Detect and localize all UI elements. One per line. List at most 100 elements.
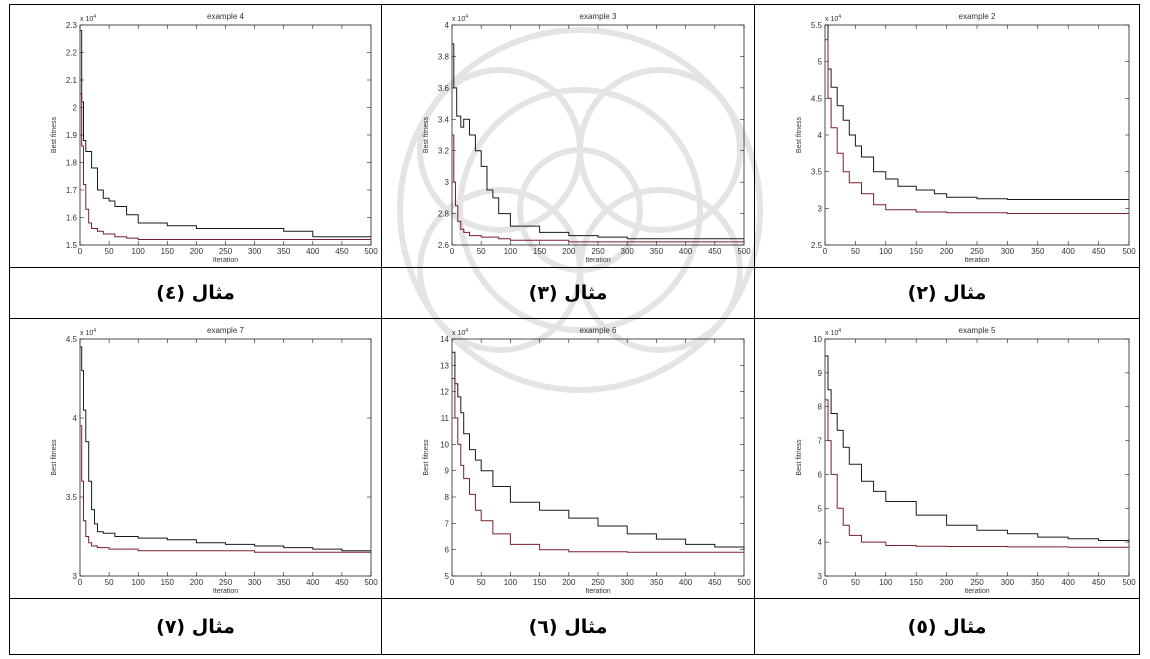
y-tick-label: 6 [818,470,823,479]
x-tick-label: 450 [335,578,349,587]
chart-title: example 5 [959,326,996,335]
series-line-1 [452,351,745,550]
series-line-2 [452,134,744,243]
x-tick-label: 350 [650,247,664,256]
y-tick-label: 5.5 [811,21,823,30]
x-tick-label: 400 [679,578,693,587]
x-tick-label: 200 [562,578,576,587]
y-tick-label: 3 [73,572,78,581]
y-tick-label: 7 [818,437,823,446]
y-tick-label: 13 [440,361,449,370]
x-tick-label: 450 [708,578,722,587]
y-tick-label: 3 [818,204,823,213]
x-axis-label: Iteration [585,257,610,264]
caption-example-7: مثال (٧) [156,615,235,638]
x-tick-label: 150 [910,578,924,587]
x-tick-label: 400 [679,247,693,256]
x-tick-label: 400 [306,578,320,587]
x-tick-label: 150 [161,578,175,587]
y-tick-label: 3 [445,178,450,187]
x-tick-label: 300 [621,578,635,587]
x-tick-label: 400 [306,247,320,256]
y-axis-label: Best fitness [423,439,430,476]
x-tick-label: 100 [504,578,518,587]
y-tick-label: 1.6 [66,214,78,223]
x-tick-label: 200 [562,247,576,256]
x-tick-label: 150 [910,247,924,256]
x-tick-label: 450 [1092,578,1106,587]
x-tick-label: 500 [364,578,378,587]
x-tick-label: 450 [708,247,722,256]
x-tick-label: 250 [970,247,984,256]
x-tick-label: 350 [277,247,291,256]
y-tick-label: 4 [445,21,450,30]
series-line-2 [825,399,1129,548]
y-tick-label: 5 [818,504,823,513]
x-tick-label: 300 [248,247,262,256]
caption-example-6: مثال (٦) [528,615,608,638]
y-tick-label: 2.5 [811,241,823,250]
series-line-1 [825,355,1130,543]
y-tick-label: 2 [73,104,78,113]
x-axis-label: Iteration [585,588,610,595]
axis-exponent: x 104 [825,14,841,23]
y-tick-label: 7 [445,519,450,528]
y-tick-label: 10 [440,440,449,449]
x-tick-label: 150 [533,578,547,587]
x-tick-label: 500 [364,247,378,256]
x-tick-label: 100 [504,247,518,256]
x-tick-label: 500 [737,247,751,256]
x-tick-label: 100 [879,247,893,256]
border-row1-plot [9,267,1140,268]
series-line-2 [825,39,1129,214]
border-row1-caption [9,318,1140,319]
x-tick-label: 450 [335,247,349,256]
y-tick-label: 3.6 [438,84,450,93]
y-tick-label: 2.1 [66,76,78,85]
x-tick-label: 500 [1122,247,1136,256]
x-tick-label: 500 [737,578,751,587]
y-tick-label: 11 [441,414,450,423]
x-tick-label: 300 [621,247,635,256]
y-tick-label: 14 [440,335,449,344]
x-axis-label: Iteration [964,257,989,264]
series-line-2 [452,378,744,553]
y-tick-label: 12 [440,388,449,397]
x-tick-label: 150 [161,247,175,256]
y-tick-label: 5 [818,58,823,67]
y-tick-label: 4 [818,538,823,547]
axis-exponent: x 104 [825,328,841,337]
border-top [9,4,1140,5]
x-tick-label: 0 [78,578,83,587]
y-tick-label: 2.2 [66,49,78,58]
y-tick-label: 3.8 [438,52,450,61]
x-tick-label: 50 [477,247,486,256]
y-tick-label: 1.5 [66,241,78,250]
chart-title: example 3 [580,12,617,21]
x-tick-label: 100 [132,578,146,587]
y-tick-label: 3.2 [438,147,450,156]
y-tick-label: 3.4 [438,115,450,124]
x-tick-label: 200 [940,578,954,587]
axis-exponent: x 104 [80,328,96,337]
x-tick-label: 100 [132,247,146,256]
chart-title: example 2 [959,12,996,21]
x-tick-label: 450 [1092,247,1106,256]
x-axis-label: Iteration [213,588,238,595]
series-line-2 [80,93,371,240]
x-axis-label: Iteration [964,588,989,595]
y-tick-label: 1.8 [66,159,78,168]
x-tick-label: 0 [450,247,455,256]
y-tick-label: 9 [818,369,823,378]
axes-box [824,24,1130,246]
y-tick-label: 1.7 [66,186,78,195]
x-tick-label: 0 [823,578,828,587]
plot-example-6: example 6 x 104 0 50 100 150 200 250 300 350 400 45… [423,326,751,595]
chart-title: example 4 [207,12,244,21]
x-tick-label: 400 [1062,578,1076,587]
series-line-1 [80,30,371,238]
y-tick-label: 3.5 [811,168,823,177]
